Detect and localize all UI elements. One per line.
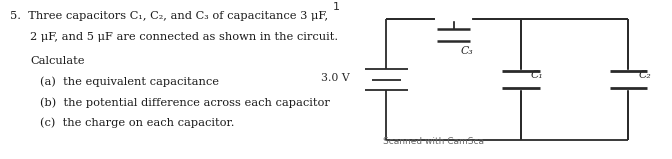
Text: (c)  the charge on each capacitor.: (c) the charge on each capacitor. bbox=[40, 118, 235, 128]
Text: (a)  the equivalent capacitance: (a) the equivalent capacitance bbox=[40, 76, 219, 87]
Text: C₃: C₃ bbox=[460, 46, 473, 56]
Text: Scanned with CamSca: Scanned with CamSca bbox=[383, 137, 484, 146]
Text: C₂: C₂ bbox=[638, 70, 651, 80]
Text: (b)  the potential difference across each capacitor: (b) the potential difference across each… bbox=[40, 97, 330, 107]
Text: Calculate: Calculate bbox=[30, 56, 85, 66]
Text: 2 μF, and 5 μF are connected as shown in the circuit.: 2 μF, and 5 μF are connected as shown in… bbox=[30, 32, 339, 42]
Text: C₁: C₁ bbox=[531, 70, 544, 80]
Text: 5.  Three capacitors C₁, C₂, and C₃ of capacitance 3 μF,: 5. Three capacitors C₁, C₂, and C₃ of ca… bbox=[10, 11, 328, 21]
Text: 1: 1 bbox=[333, 2, 339, 12]
Text: 3.0 V: 3.0 V bbox=[321, 73, 349, 83]
